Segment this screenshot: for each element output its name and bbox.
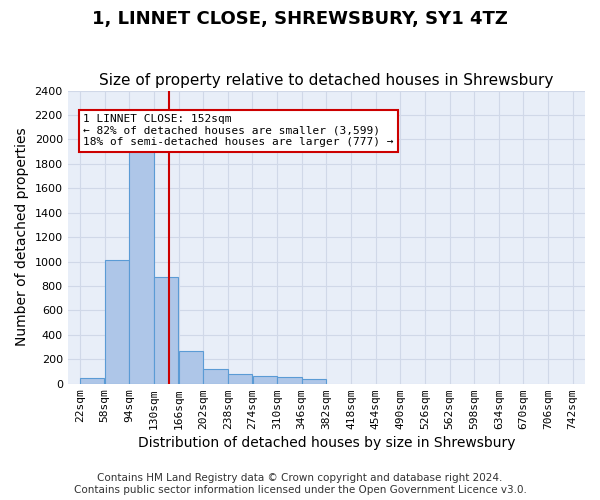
Bar [179, 350, 203, 384]
Bar [130, 149, 154, 384]
Bar [253, 376, 277, 384]
Bar [80, 378, 104, 384]
Bar [228, 374, 252, 384]
Bar [277, 377, 302, 384]
Text: 1 LINNET CLOSE: 152sqm
← 82% of detached houses are smaller (3,599)
18% of semi-: 1 LINNET CLOSE: 152sqm ← 82% of detached… [83, 114, 394, 147]
Title: Size of property relative to detached houses in Shrewsbury: Size of property relative to detached ho… [99, 73, 554, 88]
Bar [302, 380, 326, 384]
Text: 1, LINNET CLOSE, SHREWSBURY, SY1 4TZ: 1, LINNET CLOSE, SHREWSBURY, SY1 4TZ [92, 10, 508, 28]
Text: Contains HM Land Registry data © Crown copyright and database right 2024.
Contai: Contains HM Land Registry data © Crown c… [74, 474, 526, 495]
Bar [154, 278, 178, 384]
Y-axis label: Number of detached properties: Number of detached properties [15, 128, 29, 346]
Bar [203, 369, 227, 384]
X-axis label: Distribution of detached houses by size in Shrewsbury: Distribution of detached houses by size … [137, 436, 515, 450]
Bar [105, 260, 129, 384]
